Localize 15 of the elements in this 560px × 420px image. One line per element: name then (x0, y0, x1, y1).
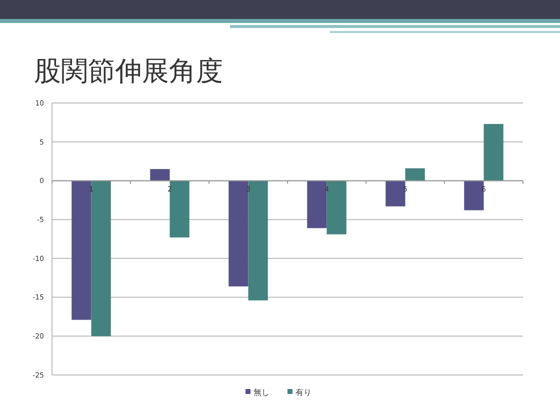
legend-label: 有り (296, 388, 312, 397)
bar (150, 169, 170, 181)
bar (170, 180, 190, 238)
bar (464, 180, 484, 210)
bar (326, 180, 346, 234)
bar (228, 180, 248, 286)
bar (307, 180, 327, 228)
bar (405, 168, 425, 181)
bar (72, 180, 92, 320)
bar (91, 180, 111, 336)
bar (484, 124, 504, 181)
legend-label: 無し (254, 388, 270, 397)
chart-title: 股関節伸展角度 (34, 56, 223, 87)
bar (248, 180, 268, 300)
bar (386, 180, 406, 206)
